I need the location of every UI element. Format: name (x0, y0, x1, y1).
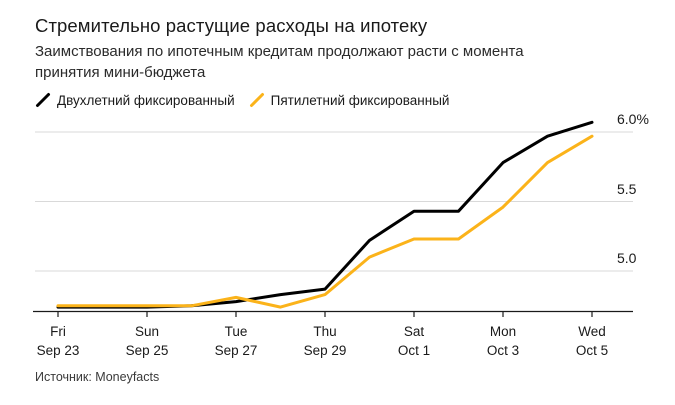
legend-label-five-year: Пятилетний фиксированный (270, 92, 450, 108)
source-note: Источник: Moneyfacts (35, 370, 160, 384)
xtick-label-sep23: Fri Sep 23 (36, 324, 80, 358)
chart-subtitle-line1: Заимствования по ипотечным кредитам прод… (35, 43, 524, 60)
chart-subtitle: Заимствования по ипотечным кредитам прод… (35, 42, 524, 83)
five-year-line-swatch-icon (249, 93, 264, 107)
chart-subtitle-line2: принятия мини-бюджета (35, 63, 206, 81)
two-year-fixed-line (56, 120, 594, 309)
legend-item-five-year: Пятилетний фиксированный (249, 92, 450, 108)
ytick-label-5-5: 5.5 (617, 181, 637, 197)
legend-item-two-year: Двухлетний фиксированный (35, 92, 235, 108)
chart-title: Стремительно растущие расходы на ипотеку (35, 15, 428, 36)
ytick-label-5-0: 5.0 (617, 250, 637, 266)
xtick-label-sep25: Sun Sep 25 (125, 324, 169, 358)
two-year-line-swatch-icon (36, 93, 50, 107)
five-year-fixed-line (56, 134, 594, 309)
ytick-label-6-0: 6.0% (617, 111, 649, 127)
xtick-label-sep29: Thu Sep 29 (303, 324, 347, 358)
legend: Двухлетний фиксированный Пятилетний фикс… (35, 91, 449, 109)
xtick-label-oct5: Wed Oct 5 (575, 324, 609, 358)
xtick-label-oct3: Mon Oct 3 (486, 324, 520, 358)
legend-label-two-year: Двухлетний фиксированный (57, 92, 235, 108)
xtick-label-sep27: Tue Sep 27 (214, 324, 258, 358)
xtick-label-oct1: Sat Oct 1 (397, 324, 431, 358)
